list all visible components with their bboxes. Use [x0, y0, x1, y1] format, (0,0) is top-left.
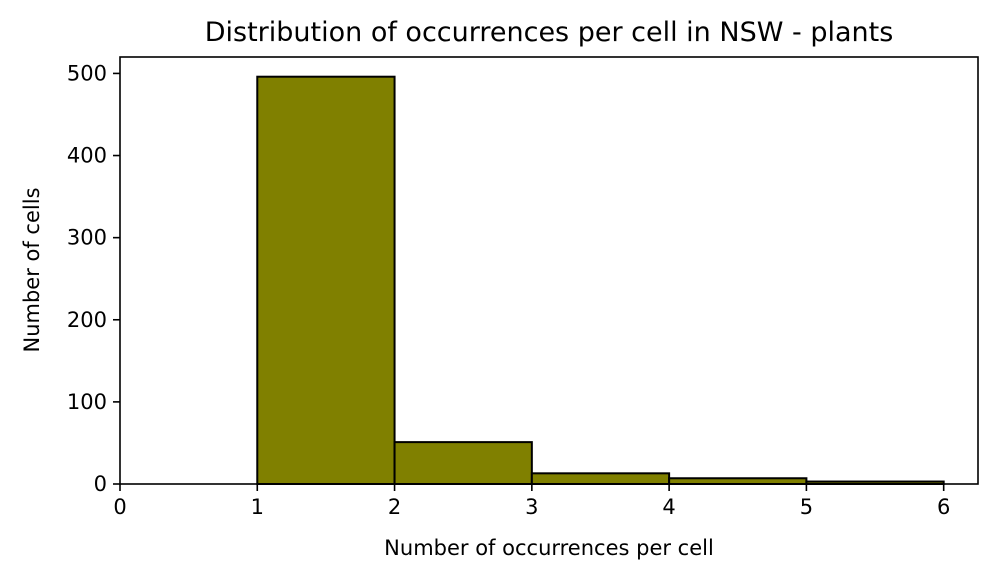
x-tick-label: 1	[251, 495, 264, 519]
x-tick-label: 0	[113, 495, 126, 519]
x-tick-label: 2	[388, 495, 401, 519]
plot-frame	[119, 56, 979, 485]
histogram-bar-4	[668, 477, 808, 485]
x-axis-label: Number of occurrences per cell	[384, 536, 714, 560]
histogram-bar-2	[393, 441, 533, 485]
y-tick-label: 400	[67, 144, 107, 168]
histogram-bar-1	[256, 75, 396, 485]
chart-title: Distribution of occurrences per cell in …	[205, 17, 894, 48]
histogram-bar-3	[530, 472, 671, 486]
x-axis-ticks: 0 1 2 3 4 5 6	[113, 484, 950, 519]
y-tick-label: 200	[67, 308, 107, 332]
y-tick-label: 300	[67, 226, 107, 250]
y-axis-label: Number of cells	[20, 187, 44, 352]
y-axis-ticks: 0 100 200 300 400 500	[67, 61, 120, 496]
x-tick-label: 3	[525, 495, 538, 519]
x-tick-label: 4	[662, 495, 675, 519]
y-tick-label: 500	[67, 61, 107, 85]
x-tick-label: 5	[800, 495, 813, 519]
y-tick-label: 0	[94, 472, 107, 496]
y-tick-label: 100	[67, 390, 107, 414]
bars-group	[256, 75, 945, 486]
x-tick-label: 6	[937, 495, 950, 519]
